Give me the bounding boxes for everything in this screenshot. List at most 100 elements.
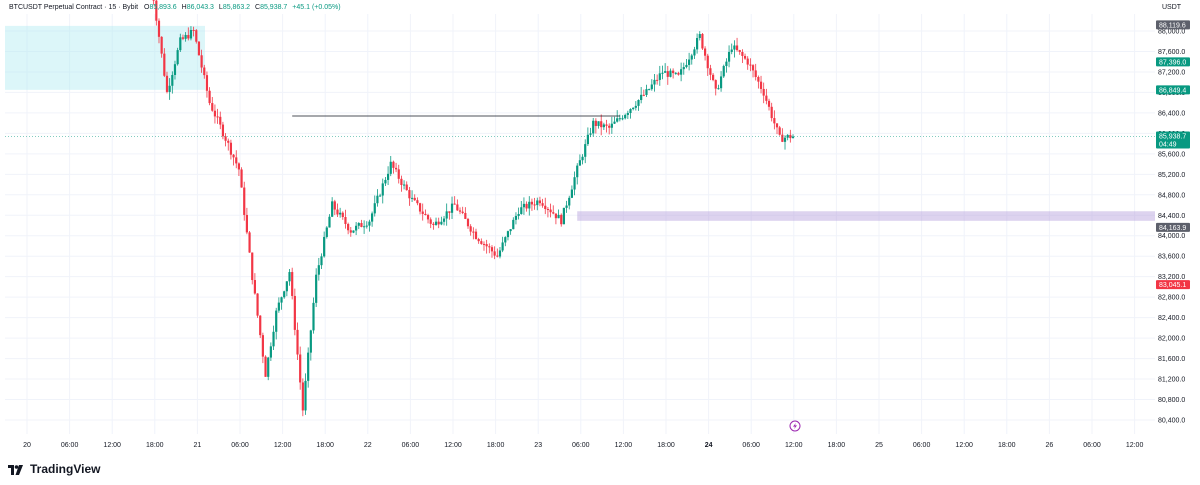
time-tick-label: 06:00 (742, 442, 760, 449)
candle-body (165, 75, 169, 92)
candle-body (267, 357, 270, 377)
candle-body (568, 197, 571, 206)
candle-body (589, 133, 592, 135)
candle-body (309, 330, 312, 353)
price-badge-label: 87,396.0 (1159, 59, 1186, 66)
candle-body (757, 77, 760, 82)
price-badge[interactable]: 85,938.704:49 (1156, 131, 1190, 149)
candle-body (767, 100, 771, 107)
candle-body (227, 140, 230, 143)
candle-body (658, 73, 661, 80)
candle-body (621, 118, 624, 120)
candle-body (738, 50, 741, 53)
candle-body (719, 76, 723, 89)
candle-body (405, 184, 408, 191)
candle-body (751, 65, 755, 71)
candle-body (187, 34, 190, 39)
candle-body (171, 74, 174, 86)
price-axis[interactable]: 80,400.0 80,800.0 81,200.0 81,600.0 82,000.0… (1156, 20, 1190, 425)
candle-body (360, 223, 363, 227)
candle-body (509, 229, 512, 232)
candle-body (565, 205, 568, 208)
price-badge[interactable]: 84,163.9 (1156, 222, 1190, 232)
candle-body (221, 124, 225, 137)
candle-body (251, 252, 254, 281)
candle-body (618, 118, 621, 120)
candle-body (264, 356, 267, 377)
change-value: +45.1 (+0.05%) (292, 4, 340, 11)
candle-body (392, 161, 395, 168)
candle-body (586, 134, 589, 145)
candle-body (786, 134, 789, 138)
candle-body (637, 100, 640, 106)
candle-body (261, 335, 264, 357)
candle-body (315, 274, 318, 303)
candle-body (434, 221, 438, 225)
candle-body (232, 154, 235, 158)
candle-body (605, 124, 608, 126)
candle-body (424, 213, 427, 215)
candle-body (224, 136, 227, 141)
price-badge[interactable]: 86,849.4 (1156, 85, 1190, 95)
candle-body (440, 221, 443, 225)
candle-body (493, 251, 496, 256)
candle-body (746, 58, 749, 65)
time-axis[interactable]: 20 06:00 12:00 18:00 21 06:00 12:00 18:00 22 06:0… (23, 442, 1143, 449)
candle-body (597, 121, 600, 126)
open-label: O (144, 4, 150, 11)
price-badge[interactable]: 87,396.0 (1156, 57, 1190, 67)
candle-body (552, 212, 555, 214)
candle-body (400, 178, 403, 185)
candle-body (554, 213, 558, 219)
candle-body (317, 265, 320, 275)
candle-body (512, 219, 515, 230)
time-tick-label: 06:00 (231, 442, 249, 449)
candle-body (626, 112, 629, 115)
brand-name: TradingView (30, 462, 101, 476)
candle-body (472, 231, 475, 233)
price-badge-label: 88,119.6 (1159, 22, 1186, 29)
time-tick-label: 21 (194, 442, 202, 449)
time-tick-label: 18:00 (316, 442, 334, 449)
time-tick-label: 12:00 (615, 442, 633, 449)
candle-body (666, 71, 669, 77)
candle-body (573, 177, 576, 190)
candle-body (488, 246, 491, 248)
time-tick-label: 12:00 (1126, 442, 1144, 449)
candle-body (711, 74, 715, 81)
candle-body (304, 380, 307, 411)
candle-body (256, 293, 259, 316)
flash-icon[interactable] (789, 420, 801, 432)
time-tick-label: 12:00 (955, 442, 973, 449)
candle-body (205, 75, 209, 91)
candle-body (381, 183, 384, 196)
candle-body (219, 116, 222, 125)
time-tick-label: 06:00 (913, 442, 931, 449)
candle-body (181, 37, 185, 39)
candle-body (485, 244, 488, 247)
candle-body (229, 142, 233, 155)
candle-body (517, 214, 520, 216)
candle-body (584, 144, 587, 157)
candle-body (528, 201, 531, 209)
candle-body (661, 72, 664, 74)
candle-body (184, 34, 187, 39)
candle-body (368, 221, 371, 226)
tradingview-logo[interactable]: TradingView (8, 462, 100, 476)
price-badge[interactable]: 83,045.1 (1156, 280, 1190, 290)
candle-body (578, 160, 581, 166)
svg-text:BTCUSDT Perpetual Contract · 1: BTCUSDT Perpetual Contract · 15 · Bybit … (9, 4, 341, 11)
candle-body (544, 205, 547, 209)
candle-body (458, 210, 462, 212)
candle-body (386, 173, 390, 180)
candle-body (397, 169, 400, 179)
candle-body (389, 161, 392, 174)
candle-body (560, 214, 563, 225)
price-badge-label: 85,938.7 (1159, 134, 1186, 141)
candle-body (211, 103, 214, 111)
candle-body (727, 51, 731, 62)
candle-body (333, 201, 336, 210)
price-badge[interactable]: 88,119.6 (1156, 20, 1190, 30)
close-label: C (255, 4, 260, 11)
